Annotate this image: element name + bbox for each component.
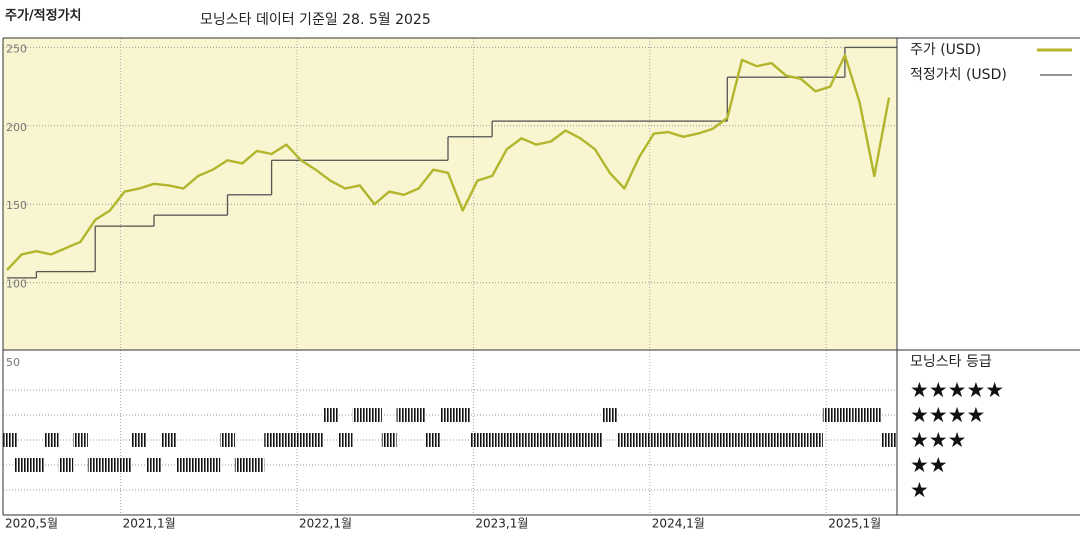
chart-title: 주가/적정가치: [5, 8, 82, 24]
rating-bar: [87, 458, 103, 472]
rating-bar: [617, 433, 632, 447]
rating-bar: [719, 433, 735, 447]
rating-star-label: ★★: [910, 453, 948, 477]
rating-bar: [352, 408, 368, 422]
rating-bar: [631, 433, 647, 447]
rating-bar: [675, 433, 691, 447]
rating-star-label: ★★★: [910, 428, 966, 452]
rating-bar: [837, 408, 853, 422]
y-tick-label: 150: [6, 199, 27, 212]
rating-bar: [470, 433, 485, 447]
rating-bar: [690, 433, 706, 447]
rating-title: 모닝스타 등급: [910, 354, 992, 370]
rating-star-label: ★★★★★: [910, 378, 1004, 402]
rating-bar: [43, 433, 59, 447]
legend-label: 주가 (USD): [910, 42, 981, 58]
rating-bar: [793, 433, 809, 447]
rating-bar: [778, 433, 794, 447]
rating-bar: [822, 408, 838, 422]
rating-bar: [102, 458, 118, 472]
rating-bar: [337, 433, 353, 447]
x-tick-label: 2021,1월: [123, 517, 176, 531]
rating-bar: [881, 433, 897, 447]
x-tick-label: 2023,1월: [475, 517, 528, 531]
rating-bar: [58, 458, 74, 472]
rating-bar: [190, 458, 206, 472]
rating-bar: [572, 433, 588, 447]
rating-star-label: ★★★★: [910, 403, 985, 427]
y-tick-label: 100: [6, 278, 27, 291]
rating-bar: [249, 458, 265, 472]
plot-background: [3, 38, 897, 350]
backgrounds: [3, 38, 897, 350]
rating-bar: [528, 433, 544, 447]
rating-bar: [293, 433, 309, 447]
rating-bar: [234, 458, 250, 472]
rating-bar: [749, 433, 765, 447]
x-tick-label: 2022,1월: [299, 517, 352, 531]
rating-bar: [661, 433, 676, 447]
rating-bar: [14, 458, 30, 472]
rating-bar: [396, 408, 412, 422]
rating-bar: [734, 433, 750, 447]
rating-bar: [484, 433, 500, 447]
rating-bar: [499, 433, 515, 447]
rating-bar: [852, 408, 867, 422]
rating-bar: [264, 433, 279, 447]
rating-axis-label: 50: [6, 356, 20, 369]
x-tick-label: 2025,1월: [828, 517, 881, 531]
rating-bar: [543, 433, 559, 447]
rating-bar: [220, 433, 235, 447]
rating-bar: [705, 433, 720, 447]
rating-bar: [587, 433, 603, 447]
rating-bar: [514, 433, 529, 447]
rating-bar: [381, 433, 397, 447]
rating-bar: [411, 408, 426, 422]
y-tick-label: 200: [6, 121, 27, 134]
rating-bar: [558, 433, 573, 447]
rating-bar: [425, 433, 441, 447]
rating-bar: [3, 433, 18, 447]
rating-bar: [440, 408, 456, 422]
rating-bar: [308, 433, 324, 447]
chart-subtitle: 모닝스타 데이터 기준일 28. 5월 2025: [200, 12, 431, 28]
rating-bar: [278, 433, 294, 447]
rating-bar: [161, 433, 177, 447]
legend-label: 적정가치 (USD): [910, 67, 1007, 83]
rating-bar: [455, 408, 471, 422]
rating-bar: [73, 433, 88, 447]
rating-bar: [146, 458, 162, 472]
rating-bar: [646, 433, 662, 447]
rating-bar: [176, 458, 191, 472]
rating-bar: [117, 458, 132, 472]
y-tick-label: 250: [6, 42, 27, 55]
rating-bar: [602, 408, 618, 422]
rating-star-label: ★: [910, 478, 929, 502]
labels: 100 150 200 250 2020,5월 2021,1월 2022,1월 2023,1월…: [5, 42, 1072, 531]
rating-bar: [323, 408, 338, 422]
rating-bar: [808, 433, 823, 447]
rating-bar: [131, 433, 147, 447]
rating-bar: [764, 433, 779, 447]
x-tick-label: 2020,5월: [5, 517, 58, 531]
price-line: [6, 54, 891, 271]
rating-bar: [29, 458, 44, 472]
rating-bar: [205, 458, 221, 472]
rating-bar: [866, 408, 882, 422]
rating-bar: [367, 408, 382, 422]
marks: [3, 46, 897, 472]
x-tick-label: 2024,1월: [652, 517, 705, 531]
